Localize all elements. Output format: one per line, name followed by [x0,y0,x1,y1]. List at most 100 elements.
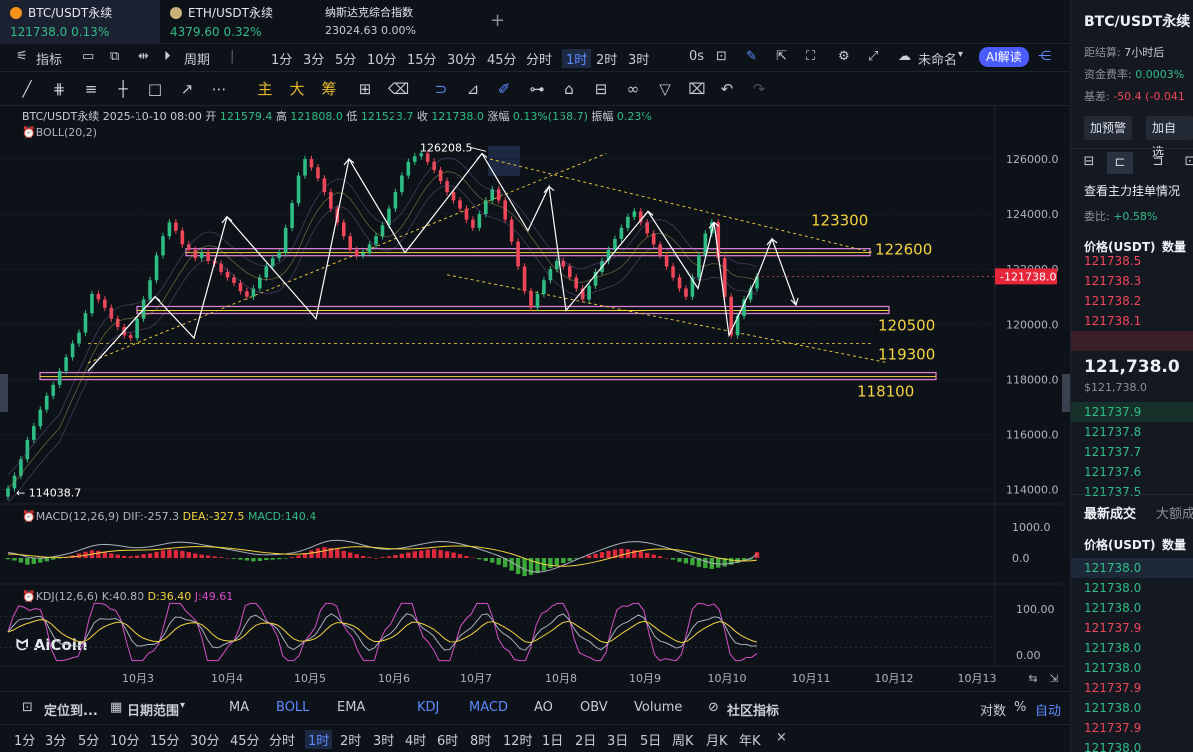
trade-row[interactable]: 121738.0 [1084,701,1142,715]
indicator-volume[interactable]: Volume [634,700,683,715]
ask-row[interactable]: 121738.1 [1084,314,1142,328]
zero-seconds-button[interactable]: 0s [689,49,705,64]
bottom-interval-2[interactable]: 5分 [78,734,100,749]
bid-row[interactable]: 121737.7 [1084,445,1142,459]
interval-5m[interactable]: 5分 [335,53,357,68]
bottom-interval-20[interactable]: 月K [706,734,728,749]
bottom-interval-3[interactable]: 10分 [110,734,140,749]
indicator-boll[interactable]: BOLL [276,700,310,715]
trash-icon[interactable]: ⌧ [688,80,706,98]
period-button[interactable]: 周期 [184,53,211,68]
fullscreen-icon[interactable]: ⛶ [806,49,816,64]
interval-30m[interactable]: 30分 [447,53,477,68]
share-network-icon[interactable]: ⋲ [1038,49,1051,64]
trade-row[interactable]: 121737.9 [1084,621,1142,635]
interval-15m[interactable]: 15分 [407,53,437,68]
boll-label[interactable]: ⏰BOLL(20,2) [22,126,97,139]
eraser-icon[interactable]: ⌫ [388,80,410,98]
close-intervals-button[interactable]: × [776,730,787,745]
left-collapse-handle[interactable] [0,374,8,412]
interval-timeline[interactable]: 分时 [526,53,553,68]
layout-icon[interactable]: ▭ [82,49,95,64]
big-order-button[interactable]: 大 [289,80,305,98]
bid-row[interactable]: 121737.5 [1084,485,1142,499]
trade-row[interactable]: 121738.0 [1084,661,1142,675]
indicators-button[interactable]: 指标 [36,53,63,68]
interval-3h[interactable]: 3时 [628,53,650,68]
bottom-interval-13[interactable]: 8时 [470,734,492,749]
trade-row[interactable]: 121738.0 [1084,741,1142,752]
bottom-interval-9[interactable]: 2时 [340,734,362,749]
add-alert-button[interactable]: 加预警 [1084,116,1133,140]
note-icon[interactable]: ⊟ [594,80,608,98]
trade-row[interactable]: 121737.9 [1084,681,1142,695]
bottom-interval-5[interactable]: 30分 [190,734,220,749]
chart-area[interactable]: BTC/USDT永续 2025-10-10 08:00 开 121579.4 高… [0,106,1070,691]
indicator-ma[interactable]: MA [229,700,250,715]
link-chain-icon[interactable]: ⊶ [529,80,545,98]
bottom-interval-1[interactable]: 3分 [45,734,67,749]
rectangle-icon[interactable]: □ [147,80,163,98]
orderbook-asks-icon[interactable]: ⊡ [1179,154,1193,174]
trade-row[interactable]: 121738.0 [1084,641,1142,655]
more-icon[interactable]: ⋯ [211,80,227,98]
ask-row[interactable]: 121738.2 [1084,294,1142,308]
chip-button[interactable]: 筹 [321,80,337,98]
brush-icon[interactable]: ✐ [497,80,511,98]
ask-row[interactable]: 121738.5 [1084,254,1142,268]
bottom-interval-8[interactable]: 1时 [305,730,333,749]
compare-icon[interactable]: ⇹ [138,49,149,64]
interval-1h[interactable]: 1时 [562,49,592,68]
horizontal-ray-icon[interactable]: ┼ [118,80,128,98]
bottom-interval-17[interactable]: 3日 [607,734,629,749]
undo-icon[interactable]: ↶ [720,80,734,98]
tab-large-trades[interactable]: 大额成 [1156,507,1193,522]
bottom-interval-16[interactable]: 2日 [575,734,597,749]
orderbook-split-icon[interactable]: ⊏ [1107,152,1133,174]
trendline-icon[interactable]: ╱ [22,80,32,98]
bid-row[interactable]: 121737.9 [1084,405,1142,419]
bottom-interval-15[interactable]: 1日 [542,734,564,749]
interval-3m[interactable]: 3分 [303,53,325,68]
bottom-interval-21[interactable]: 年K [739,734,761,749]
interval-10m[interactable]: 10分 [367,53,397,68]
interval-1m[interactable]: 1分 [271,53,293,68]
date-range-button[interactable]: 日期范围 [127,704,180,719]
camera-icon[interactable]: ⊡ [716,49,727,64]
trade-row[interactable]: 121738.0 [1084,601,1142,615]
add-tab-button[interactable]: + [490,10,506,31]
redo-icon[interactable]: ↷ [752,80,766,98]
bottom-interval-4[interactable]: 15分 [150,734,180,749]
bid-row[interactable]: 121737.6 [1084,465,1142,479]
bottom-interval-10[interactable]: 3时 [373,734,395,749]
bottom-interval-19[interactable]: 周K [672,734,694,749]
percent-scale-toggle[interactable]: % [1014,700,1027,715]
bid-row[interactable]: 121737.8 [1084,425,1142,439]
interval-2h[interactable]: 2时 [596,53,618,68]
ask-row[interactable]: 121738.3 [1084,274,1142,288]
tab-nasdaq[interactable]: 纳斯达克综合指数 23024.63 0.00% [315,0,480,44]
bottom-interval-6[interactable]: 45分 [230,734,260,749]
share-icon[interactable]: ⇱ [776,49,787,64]
log-scale-toggle[interactable]: 对数 [980,704,1007,719]
template-select[interactable]: 未命名 [918,53,958,68]
main-orders-link[interactable]: 查看主力挂单情况 [1084,184,1181,198]
ruler-icon[interactable]: ⊿ [466,80,480,98]
right-collapse-handle[interactable] [1062,374,1070,412]
expand-icon[interactable]: ⤢ [868,49,879,64]
ai-interpret-button[interactable]: AI解读 [979,47,1029,67]
candlestick-chart[interactable]: 126000.0124000.0122000.0120000.0118000.0… [0,106,1070,691]
kdj-label[interactable]: ⏰KDJ(12,6,6) K:40.80 D:36.40 J:49.61 [22,590,233,603]
orderbook-mode-icon[interactable]: ⊟ [1083,154,1095,169]
filter-icon[interactable]: ▽ [659,80,671,98]
bottom-interval-11[interactable]: 4时 [405,734,427,749]
link-icon[interactable]: ∞ [626,80,640,98]
replay-icon[interactable]: ⏵ [164,49,171,64]
magnet-icon[interactable]: ⊃ [434,80,448,98]
orderbook-bids-icon[interactable]: ⊐ [1152,154,1164,169]
indicator-kdj[interactable]: KDJ [417,700,440,715]
tab-eth[interactable]: ETH/USDT永续 4379.60 0.32% [160,0,315,44]
bottom-interval-12[interactable]: 6时 [437,734,459,749]
parallel-lines-icon[interactable]: ⋕ [52,80,66,98]
pen-icon[interactable]: ✎ [746,49,757,64]
